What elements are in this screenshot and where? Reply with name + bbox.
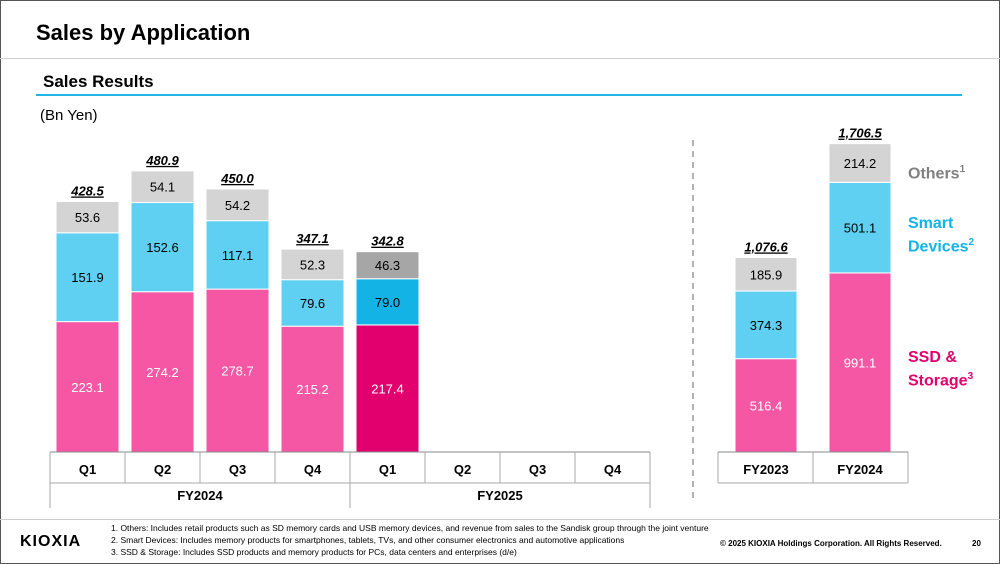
bar-segment (828, 272, 892, 453)
bar-total-label: 1,076.6 (744, 239, 788, 254)
bar-value-label: 117.1 (222, 248, 254, 263)
bar-value-label: 152.6 (146, 240, 179, 255)
bar-total-label: 450.0 (220, 171, 254, 186)
bar-segment (55, 321, 120, 453)
bar-segment (828, 143, 892, 183)
bar-value-label: 54.1 (150, 180, 175, 195)
bar-value-label: 79.6 (300, 296, 325, 311)
bar-total-label: 480.9 (145, 153, 179, 168)
footnote-3: 3. SSD & Storage: Includes SSD products … (111, 547, 517, 557)
x-tick-label: FY2024 (837, 462, 883, 477)
bar-total-label: 1,706.5 (838, 126, 882, 141)
x-tick-label: Q1 (79, 462, 96, 477)
bar-value-label: 46.3 (375, 258, 400, 273)
legend-others-sup: 1 (959, 164, 966, 175)
section-divider (36, 94, 962, 96)
legend-ssd-storage: SSD & Storage3 (908, 348, 973, 390)
bar-segment (355, 278, 420, 326)
bar-value-label: 274.2 (146, 365, 179, 380)
x-tick-label: Q2 (454, 462, 471, 477)
bar-segment (734, 290, 798, 360)
bar-segment (355, 324, 420, 453)
page-title: Sales by Application (36, 20, 251, 45)
bar-segment (130, 291, 195, 453)
bar-value-label: 991.1 (844, 355, 877, 370)
bar-segment (205, 220, 270, 290)
bar-segment (734, 256, 798, 292)
bar-value-label: 215.2 (296, 382, 329, 397)
bar-segment (205, 288, 270, 453)
header-band (1, 1, 999, 57)
footnote-1: 1. Others: Includes retail products such… (111, 523, 709, 533)
x-tick-label: Q2 (154, 462, 171, 477)
bar-segment (355, 251, 420, 280)
footnotes: 1. Others: Includes retail products such… (111, 522, 709, 558)
bar-segment (280, 248, 345, 281)
section-title: Sales Results (43, 72, 154, 91)
footnote-2: 2. Smart Devices: Includes memory produc… (111, 535, 625, 545)
legend-others-label: Others (908, 165, 960, 183)
x-group-label: FY2024 (177, 488, 223, 503)
kioxia-logo: KIOXIA (20, 533, 82, 550)
bar-segment (205, 188, 270, 222)
bar-value-label: 185.9 (750, 267, 783, 282)
legend-others: Others1 (908, 160, 965, 183)
x-tick-label: Q3 (229, 462, 246, 477)
legend-smart-devices: Smart Devices2 (908, 214, 974, 256)
header-divider (0, 58, 1000, 59)
bar-value-label: 278.7 (221, 364, 254, 379)
legend-ssd-label-2: Storage (908, 372, 968, 390)
bar-value-label: 53.6 (75, 210, 100, 225)
bar-value-label: 52.3 (300, 257, 325, 272)
bar-value-label: 516.4 (750, 398, 783, 413)
bar-value-label: 54.2 (225, 198, 250, 213)
bar-segment (130, 202, 195, 293)
bar-segment (55, 232, 120, 323)
page-number: 20 (972, 539, 981, 548)
x-tick-label: Q4 (604, 462, 622, 477)
bar-segment (280, 279, 345, 327)
legend-smart-sup: 2 (968, 237, 975, 248)
bar-value-label: 79.0 (375, 295, 400, 310)
x-tick-label: Q3 (529, 462, 546, 477)
sales-chart: 223.1 151.9 53.6 428.5 Q1 274.2 152.6 54.1 480.9… (49, 126, 909, 508)
unit-label: (Bn Yen) (40, 107, 98, 124)
bar-segment (130, 170, 195, 204)
bar-value-label: 214.2 (844, 156, 877, 171)
bar-value-label: 217.4 (371, 381, 404, 396)
copyright: © 2025 KIOXIA Holdings Corporation. All … (720, 539, 942, 548)
x-tick-label: Q4 (304, 462, 322, 477)
bar-segment (734, 358, 798, 453)
x-group-label: FY2025 (477, 488, 523, 503)
legend-ssd-label-1: SSD & (908, 349, 957, 366)
legend-smart-label-1: Smart (908, 215, 954, 232)
legend-ssd-sup: 3 (967, 371, 974, 382)
bar-total-label: 342.8 (371, 234, 404, 249)
x-tick-label: Q1 (379, 462, 396, 477)
bar-segment (280, 325, 345, 453)
bar-value-label: 151.9 (71, 270, 104, 285)
x-tick-label: FY2023 (743, 462, 789, 477)
bar-total-label: 428.5 (70, 183, 104, 198)
bar-segment (55, 200, 120, 234)
bar-value-label: 501.1 (844, 221, 877, 236)
footer-divider (0, 519, 1000, 520)
bar-value-label: 223.1 (71, 380, 104, 395)
bar-total-label: 347.1 (296, 231, 329, 246)
legend-smart-label-2: Devices (908, 238, 969, 256)
bar-value-label: 374.3 (750, 318, 783, 333)
